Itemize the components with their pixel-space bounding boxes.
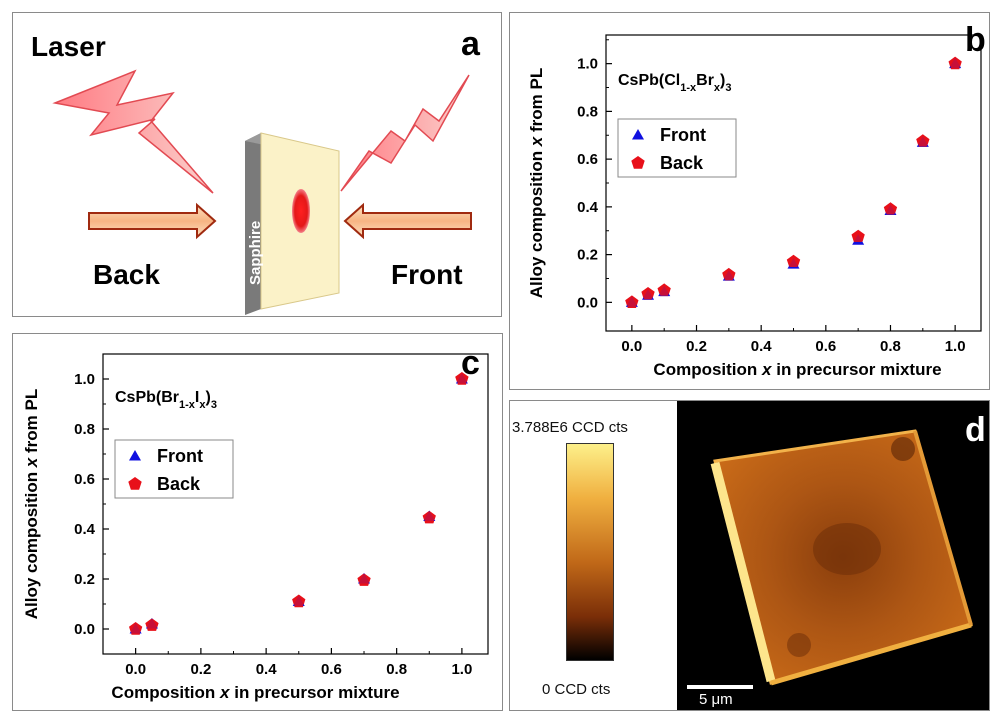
colorbar-max-label: 3.788E6 CCD cts — [512, 419, 628, 436]
chart-b-legend-marker-back — [631, 156, 645, 169]
scale-bar-label: 5 μm — [699, 691, 733, 708]
panel-a-schematic: Laser a Sapphire Back Front — [12, 12, 502, 317]
laser-label: Laser — [31, 31, 106, 62]
chart-c-xtick-label: 0.8 — [386, 661, 407, 678]
chart-c-legend-label-back: Back — [157, 474, 201, 494]
panel-d-pl-map: 3.788E6 CCD cts 0 CCD cts 5 μm d — [509, 400, 990, 711]
chart-c-point-back-overlay — [292, 595, 305, 607]
panel-label-d: d — [965, 411, 986, 449]
front-arrow-icon — [343, 202, 472, 240]
chart-c-xtick-label: 0.4 — [256, 661, 278, 678]
sapphire-slab-side — [245, 133, 261, 315]
chart-b-legend-label-back: Back — [660, 153, 704, 173]
chart-b-point-back-overlay — [949, 57, 962, 69]
chart-b-ytick-label: 0.6 — [577, 151, 598, 168]
sapphire-label: Sapphire — [247, 220, 264, 285]
schematic-illustration — [52, 69, 472, 315]
chart-c-ytick-label: 1.0 — [74, 371, 95, 388]
chart-b-ytick-label: 0.4 — [577, 199, 599, 216]
chart-c-xtick-label: 0.0 — [125, 661, 146, 678]
chart-b-xtick-label: 0.0 — [621, 338, 642, 355]
colorbar — [566, 443, 614, 661]
chart-b-ylabel: Alloy composition x from PL — [527, 68, 546, 298]
chart-b-point-back-overlay — [852, 230, 865, 242]
chart-b-point-back-overlay — [787, 255, 800, 267]
chart-b-point-back-overlay — [916, 134, 929, 147]
pl-map-drawing — [710, 429, 973, 686]
chart-c-ytick-label: 0.2 — [74, 571, 95, 588]
chart-c-xlabel: Composition x in precursor mixture — [111, 683, 399, 702]
chart-c-legend-marker-front — [129, 450, 141, 461]
back-label: Back — [93, 259, 160, 290]
chart-c-title: CsPb(Br1-xIx)3 — [115, 389, 217, 411]
panel-label-a: a — [461, 25, 480, 63]
chart-c-point-back-overlay — [423, 511, 436, 523]
chart-b-xtick-label: 0.4 — [751, 338, 773, 355]
chart-b-ytick-label: 0.2 — [577, 247, 598, 264]
chart-c-legend-label-front: Front — [157, 446, 203, 466]
chart-c-xtick-label: 0.6 — [321, 661, 342, 678]
chart-c-point-back-overlay — [357, 573, 371, 586]
chart-b-legend-label-front: Front — [660, 125, 706, 145]
right-laser-bolt-icon — [340, 74, 470, 192]
chart-c-ylabel: Alloy composition x from PL — [22, 389, 41, 619]
chart-b-title: CsPb(Cl1-xBrx)3 — [618, 72, 732, 94]
chart-c-ytick-label: 0.4 — [74, 521, 96, 538]
chart-c-xtick-label: 1.0 — [451, 661, 472, 678]
pl-map-image: 5 μm — [677, 401, 989, 710]
colorbar-min-label: 0 CCD cts — [542, 681, 611, 698]
chart-c-legend-marker-back — [128, 477, 142, 490]
scale-bar — [687, 685, 753, 689]
chart-b-legend-marker-front — [632, 129, 644, 140]
chart-b-xtick-label: 0.8 — [880, 338, 901, 355]
chart-c-point-back-overlay — [455, 372, 469, 385]
laser-spot-icon — [292, 189, 310, 233]
chart-b-xtick-label: 0.6 — [815, 338, 836, 355]
chart-c: 0.0 0.2 0.4 0.6 0.8 1.0 0.0 0.2 0.4 0.6 0.8 1.0 Comp… — [22, 353, 489, 702]
chart-c-point-back-overlay — [129, 622, 142, 635]
left-laser-bolt-icon — [52, 69, 214, 194]
chart-b: 0.0 0.2 0.4 0.6 0.8 1.00.00.20.40.60.81.0Comp… — [527, 34, 982, 379]
back-arrow-icon — [88, 202, 217, 240]
chart-b-ytick-label: 1.0 — [577, 56, 598, 73]
chart-b-ytick-label: 0.8 — [577, 103, 598, 120]
chart-b-xlabel: Composition x in precursor mixture — [653, 360, 941, 379]
chart-b-point-back-overlay — [658, 283, 671, 296]
chart-b-xtick-label: 1.0 — [945, 338, 966, 355]
chart-c-ytick-label: 0.0 — [74, 621, 95, 638]
chart-c-ytick-label: 0.8 — [74, 421, 95, 438]
chart-b-point-back-overlay — [722, 268, 735, 281]
panel-c-chart: c 0.0 0.2 0.4 0.6 0.8 1.0 0.0 0.2 0.4 0.6 0.8 1.0 Co… — [12, 333, 503, 711]
chart-b-point-back-overlay — [884, 202, 897, 215]
chart-b-point-back-overlay — [641, 287, 655, 300]
front-label: Front — [391, 259, 463, 290]
chart-c-ytick-label: 0.6 — [74, 471, 95, 488]
chart-b-xtick-label: 0.2 — [686, 338, 707, 355]
chart-c-xtick-label: 0.2 — [190, 661, 211, 678]
chart-c-point-back-overlay — [145, 618, 159, 631]
panel-b-chart: b 0.0 0.2 0.4 0.6 0.8 1.0 0.0 0.2 0.4 0.6 0.8 1.0 Co… — [509, 12, 990, 390]
chart-b-point-back-overlay — [625, 295, 638, 308]
chart-b-ytick-label: 0.0 — [577, 294, 598, 311]
